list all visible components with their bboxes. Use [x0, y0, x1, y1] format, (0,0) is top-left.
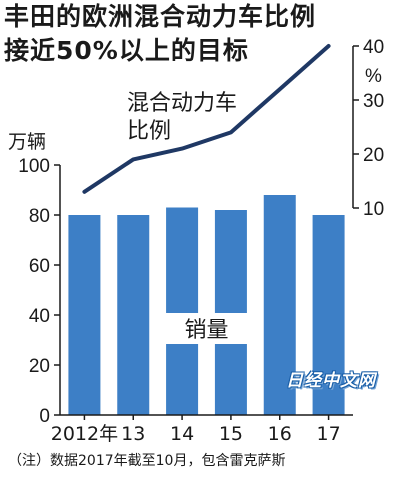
chart-title-line-1: 丰田的欧洲混合动力车比例 — [4, 2, 317, 31]
y-right-tick-label-10: 10 — [363, 199, 384, 220]
x-tick-label-2: 14 — [170, 423, 194, 445]
watermark-logo: 日经中文网 — [286, 371, 376, 391]
chart-title-line-2: 接近50%以上的目标 — [4, 36, 249, 65]
bar-sales-0 — [68, 215, 101, 415]
y-right-tick-label-20: 20 — [363, 145, 384, 166]
x-tick-label-0: 2012年 — [51, 423, 118, 445]
line-hybrid-ratio — [82, 44, 331, 194]
bar-sales-3 — [214, 210, 247, 415]
x-tick-label-4: 16 — [268, 423, 292, 445]
bar-series-label: 销量 — [184, 318, 228, 343]
y-left-tick-label-60: 60 — [29, 256, 50, 277]
y-left-tick-label-100: 100 — [18, 156, 50, 177]
bar-sales-2 — [166, 207, 199, 415]
bar-sales-1 — [117, 215, 150, 415]
y-left-unit-label: 万辆 — [8, 131, 46, 153]
y-right-unit-label: % — [365, 66, 382, 87]
bar-label-background — [165, 313, 248, 344]
x-tick-label-1: 13 — [121, 423, 145, 445]
y-left-tick-label-40: 40 — [29, 306, 50, 327]
line-series-label-1: 混合动力车 — [127, 91, 237, 116]
y-left-tick-label-80: 80 — [29, 206, 50, 227]
x-tick-label-3: 15 — [219, 423, 243, 445]
line-series-label-2: 比例 — [127, 119, 171, 144]
y-left-tick-label-0: 0 — [39, 406, 50, 427]
y-right-tick-label-40: 40 — [363, 37, 384, 58]
y-right-tick-label-30: 30 — [363, 91, 384, 112]
y-left-tick-label-20: 20 — [29, 356, 50, 377]
bar-sales-4 — [263, 195, 296, 415]
bar-sales-5 — [312, 215, 345, 415]
chart-footnote: （注）数据2017年截至10月，包含雷克萨斯 — [8, 453, 286, 469]
x-tick-label-5: 17 — [316, 423, 340, 445]
